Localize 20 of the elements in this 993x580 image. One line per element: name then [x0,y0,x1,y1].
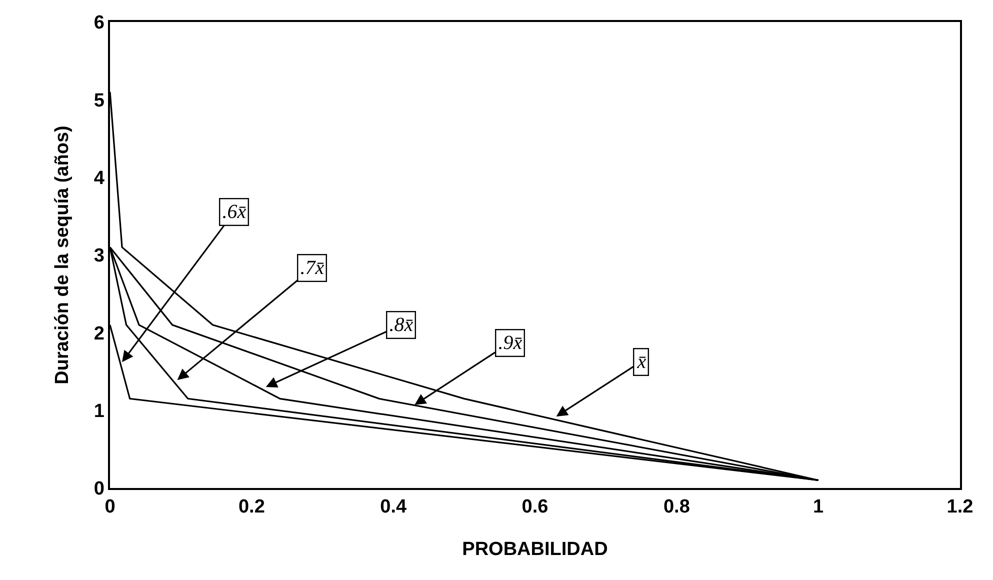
y-tick-label: 0 [94,478,104,500]
x-tick-label: 1 [813,496,824,518]
y-tick-label: 5 [94,90,105,112]
y-tick-label: 2 [94,323,104,344]
annotation: .6x̄ [222,201,246,224]
y-tick-label: 1 [94,400,105,422]
annotation: .8x̄ [389,314,414,336]
x-tick-label: 1.2 [946,496,974,518]
y-tick-label: 4 [94,168,105,189]
x-tick-label: 0.8 [663,496,690,518]
y-tick-label: 3 [94,246,104,267]
x-axis-title: PROBABILIDAD [462,538,608,560]
y-axis-title: Duración de la sequía (años) [52,126,74,384]
x-tick-label: 0.2 [238,496,265,518]
x-tick-label: 0.4 [380,496,407,518]
annotation: .7x̄ [300,257,324,280]
y-tick-label: 6 [94,12,104,34]
annotation: .9x̄ [498,332,522,354]
x-tick-label: 0.6 [522,496,548,518]
annotation: x̄ [636,351,646,374]
